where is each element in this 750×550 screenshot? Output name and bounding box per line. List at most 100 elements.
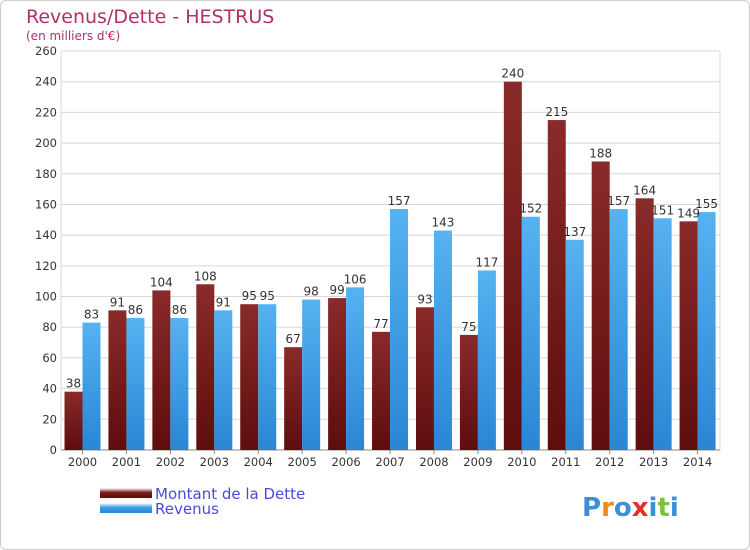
y-tick-label: 40 [42,382,57,396]
data-label-revenus: 86 [128,303,143,317]
logo-letter: i [670,493,679,523]
y-tick-label: 20 [42,412,57,426]
logo-letter: x [632,493,649,523]
bar-revenus [214,310,233,450]
legend-label-dette: Montant de la Dette [155,485,305,503]
x-tick-label: 2008 [419,455,448,469]
logo-letter: t [657,493,669,523]
bars [64,81,716,451]
data-label-revenus: 117 [475,255,498,269]
y-tick-label: 260 [35,44,57,58]
y-tick-label: 120 [35,259,57,273]
x-tick-label: 2006 [331,455,360,469]
data-label-dette: 108 [194,269,217,283]
chart-title: Revenus/Dette - HESTRUS [26,6,274,28]
data-label-dette: 38 [66,377,81,391]
data-label-revenus: 98 [304,285,319,299]
y-tick-label: 240 [35,75,57,89]
legend-swatch-dette [100,488,152,498]
x-tick-label: 2012 [595,455,624,469]
bar-revenus [609,209,628,450]
data-label-revenus: 151 [651,203,674,217]
data-label-revenus: 106 [344,272,367,286]
y-tick-label: 200 [35,136,57,150]
bar-revenus [697,212,716,450]
logo-letter: o [614,493,632,523]
data-label-dette: 91 [110,295,125,309]
data-label-revenus: 86 [172,303,187,317]
y-axis-ticks: 0 20 40 60 80 100 120 140 160 180 200 220 240 260 [35,44,57,457]
bar-dette [547,120,566,451]
chart-subtitle: (en milliers d'€) [26,29,120,43]
y-tick-label: 0 [50,443,57,457]
legend-swatch-revenus [100,503,152,513]
bar-dette [108,310,127,450]
bar-revenus [433,230,452,450]
bar-dette [679,221,698,450]
data-label-dette: 99 [329,283,344,297]
data-label-revenus: 157 [607,194,630,208]
y-tick-label: 100 [35,290,57,304]
logo-letter: i [649,493,658,523]
x-tick-label: 2007 [375,455,404,469]
bar-revenus [565,239,584,450]
data-label-dette: 77 [373,317,388,331]
y-tick-label: 180 [35,167,57,181]
bar-revenus [390,209,409,450]
data-label-dette: 149 [677,206,700,220]
x-tick-label: 2009 [463,455,492,469]
logo-letter: P [582,493,601,523]
logo-letter: r [601,493,614,523]
y-tick-label: 60 [42,351,57,365]
bar-revenus [126,318,145,450]
data-label-revenus: 155 [695,197,718,211]
bar-revenus [653,218,672,450]
data-label-dette: 93 [417,292,432,306]
data-label-revenus: 83 [84,308,99,322]
data-label-revenus: 137 [563,225,586,239]
bar-revenus [82,322,101,450]
x-tick-label: 2011 [551,455,580,469]
data-label-revenus: 95 [260,289,275,303]
x-tick-label: 2002 [156,455,185,469]
bar-dette [415,307,434,450]
x-tick-label: 2000 [68,455,97,469]
data-label-dette: 104 [150,275,173,289]
bar-dette [459,334,478,450]
bar-dette [64,391,83,450]
x-tick-label: 2004 [244,455,273,469]
y-tick-label: 80 [42,320,57,334]
proxiti-logo-text: Proxiti [582,493,679,523]
bar-revenus [258,304,277,450]
data-label-revenus: 157 [388,194,411,208]
data-label-dette: 67 [286,332,301,346]
data-label-dette: 215 [545,105,568,119]
bar-revenus [346,287,365,450]
x-tick-label: 2010 [507,455,536,469]
legend: Montant de la Dette Revenus [100,485,305,518]
x-tick-label: 2003 [200,455,229,469]
data-label-dette: 164 [633,183,656,197]
x-axis-ticks: 2000 2001 2002 2003 2004 2005 2006 2007 2008 2009… [68,450,712,469]
bar-dette [196,284,215,450]
bar-dette [591,161,610,450]
x-tick-label: 2001 [112,455,141,469]
legend-label-revenus: Revenus [155,500,219,518]
bar-dette [284,347,303,450]
proxiti-logo: Proxiti [582,493,679,523]
bar-dette [152,290,171,450]
bar-revenus [170,318,189,450]
data-label-dette: 75 [461,320,476,334]
data-label-revenus: 143 [432,216,455,230]
data-label-dette: 95 [242,289,257,303]
bar-dette [240,304,259,450]
y-tick-label: 160 [35,197,57,211]
data-label-dette: 188 [589,146,612,160]
y-tick-label: 220 [35,105,57,119]
bar-revenus [477,270,496,450]
bar-revenus [302,299,321,450]
bar-dette [635,198,654,450]
data-label-dette: 240 [501,67,524,81]
